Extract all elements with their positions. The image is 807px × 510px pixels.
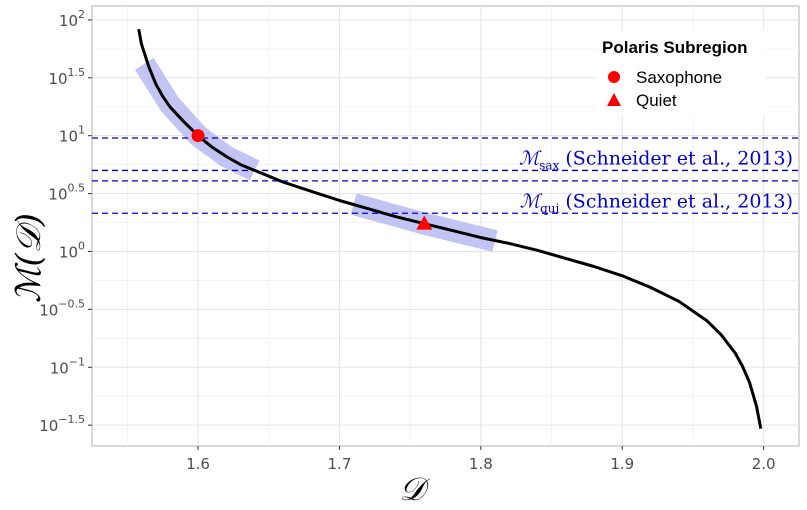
legend-title: Polaris Subregion	[602, 38, 747, 57]
y-tick-label: 102	[59, 8, 85, 30]
reference-label-2: ℳqui (Schneider et al., 2013)	[520, 190, 793, 215]
reference-label-1: ℳsax (Schneider et al., 2013)	[519, 148, 793, 173]
legend-key-saxophone	[608, 71, 620, 83]
x-axis-ticks: 1.6 1.7 1.8 1.9 2.0	[186, 446, 776, 473]
legend-label-quiet: Quiet	[636, 91, 677, 110]
x-tick-label: 1.9	[610, 455, 634, 473]
reference-lines	[92, 137, 799, 214]
legend-background	[596, 30, 766, 116]
legend-label-saxophone: Saxophone	[636, 68, 722, 87]
model-curve	[137, 28, 763, 429]
x-tick-label: 1.7	[328, 455, 352, 473]
data-points	[191, 129, 433, 230]
x-tick-label: 1.6	[186, 455, 210, 473]
point-saxophone	[191, 129, 205, 143]
legend-key-quiet	[607, 93, 621, 106]
y-tick-label: 10−1	[50, 355, 85, 377]
legend: Polaris Subregion Saxophone Quiet	[596, 30, 766, 116]
x-axis-title: 𝒟	[399, 470, 430, 508]
y-tick-label: 10−1.5	[39, 413, 85, 435]
y-tick-label: 100	[59, 239, 85, 261]
x-tick-label: 1.8	[469, 455, 493, 473]
x-tick-label: 2.0	[752, 455, 776, 473]
y-axis-ticks: 102 101.5 101 100.5 100 10−0.5 10−1 10−1.5	[39, 8, 92, 435]
y-axis-title: ℳ(𝒟)	[9, 213, 49, 303]
curve-group	[137, 28, 763, 429]
point-quiet	[416, 215, 433, 230]
y-tick-label: 10−0.5	[39, 297, 85, 319]
reference-labels: ℳsax (Schneider et al., 2013) ℳqui (Schne…	[519, 148, 793, 216]
y-tick-label: 101.5	[48, 66, 85, 88]
y-tick-label: 100.5	[48, 182, 85, 204]
y-tick-label: 101	[59, 124, 85, 146]
